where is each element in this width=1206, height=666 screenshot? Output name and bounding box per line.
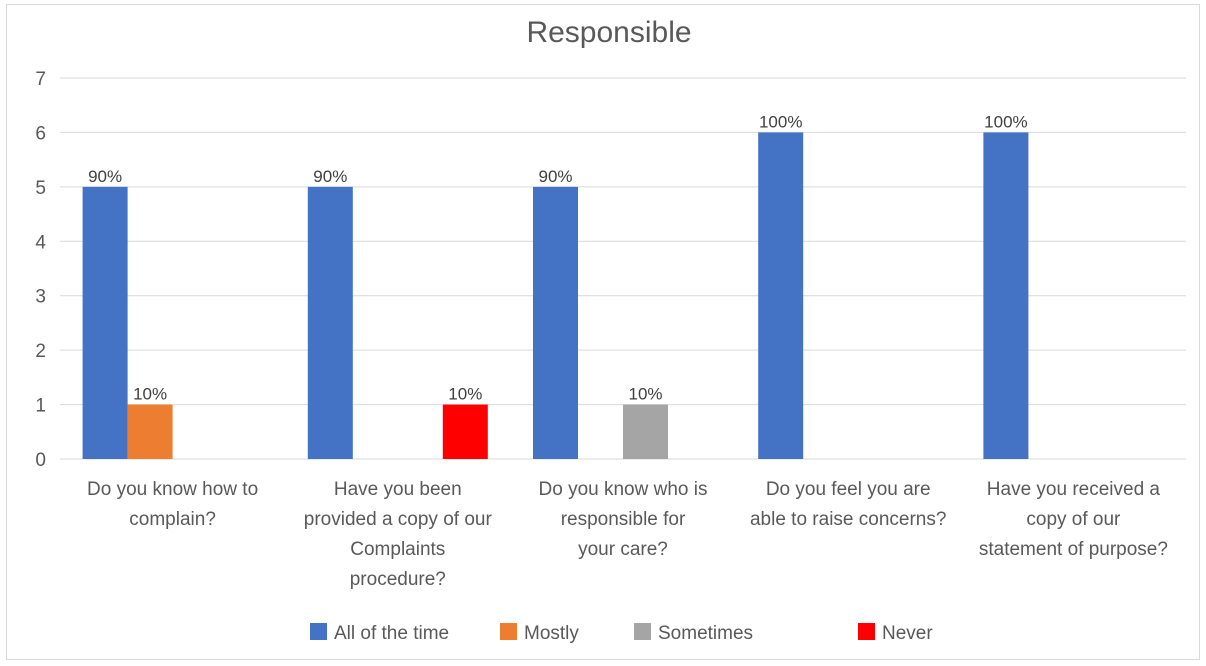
y-axis-ticks: 0 1 2 3 4 5 6 7 (35, 69, 46, 471)
category-label: statement of purpose? (979, 539, 1168, 560)
data-label: 10% (448, 385, 482, 404)
legend-swatch (634, 623, 651, 640)
data-label: 100% (984, 112, 1027, 131)
category-label: Have you been (334, 479, 462, 500)
category-label: complain? (129, 509, 216, 530)
category-label: Do you feel you are (766, 479, 931, 500)
legend-label: All of the time (334, 623, 449, 644)
category-label: able to raise concerns? (750, 509, 946, 530)
bar-mostly (127, 404, 173, 459)
bar-all-of-the-time (307, 186, 353, 459)
category-label: responsible for (561, 509, 686, 530)
category-labels: Do you know how to complain? Have you been… (87, 479, 1168, 590)
legend-swatch (858, 623, 875, 640)
data-label: 90% (313, 167, 347, 186)
legend-swatch (500, 623, 517, 640)
data-labels: 90% 10% 90% 10% 90% 10% 100% 100% (88, 112, 1028, 403)
y-tick-label: 0 (35, 450, 46, 471)
bar-all-of-the-time (758, 132, 804, 459)
legend-item: Sometimes (634, 623, 753, 644)
bar-all-of-the-time (983, 132, 1029, 459)
chart-title: Responsible (526, 16, 691, 49)
category-label: Complaints (350, 539, 445, 560)
y-tick-label: 2 (35, 341, 46, 362)
bar-all-of-the-time (82, 186, 128, 459)
y-tick-label: 4 (35, 232, 46, 253)
bar-never (442, 404, 488, 459)
y-tick-label: 3 (35, 287, 46, 308)
legend-label: Never (882, 623, 933, 644)
data-label: 10% (133, 385, 167, 404)
bar-all-of-the-time (533, 186, 578, 459)
bar-sometimes (623, 404, 668, 459)
legend-item: Mostly (500, 623, 579, 644)
category-label: Do you know who is (539, 479, 708, 500)
legend: All of the time Mostly Sometimes Never (310, 623, 933, 644)
y-tick-label: 5 (35, 178, 46, 199)
data-label: 100% (759, 112, 802, 131)
legend-label: Sometimes (658, 623, 753, 644)
category-label: Do you know how to (87, 479, 258, 500)
category-label: your care? (578, 539, 668, 560)
data-label: 10% (628, 385, 662, 404)
legend-label: Mostly (524, 623, 579, 644)
category-label: procedure? (350, 569, 446, 590)
legend-swatch (310, 623, 327, 640)
data-label: 90% (88, 167, 122, 186)
y-tick-label: 6 (35, 123, 46, 144)
category-label: copy of our (1026, 509, 1121, 530)
category-label: provided a copy of our (304, 509, 493, 530)
category-label: Have you received a (987, 479, 1161, 500)
legend-item: Never (858, 623, 933, 644)
legend-item: All of the time (310, 623, 449, 644)
y-tick-label: 1 (35, 396, 46, 417)
data-label: 90% (538, 167, 572, 186)
y-tick-label: 7 (35, 69, 46, 90)
bars (82, 132, 1029, 459)
